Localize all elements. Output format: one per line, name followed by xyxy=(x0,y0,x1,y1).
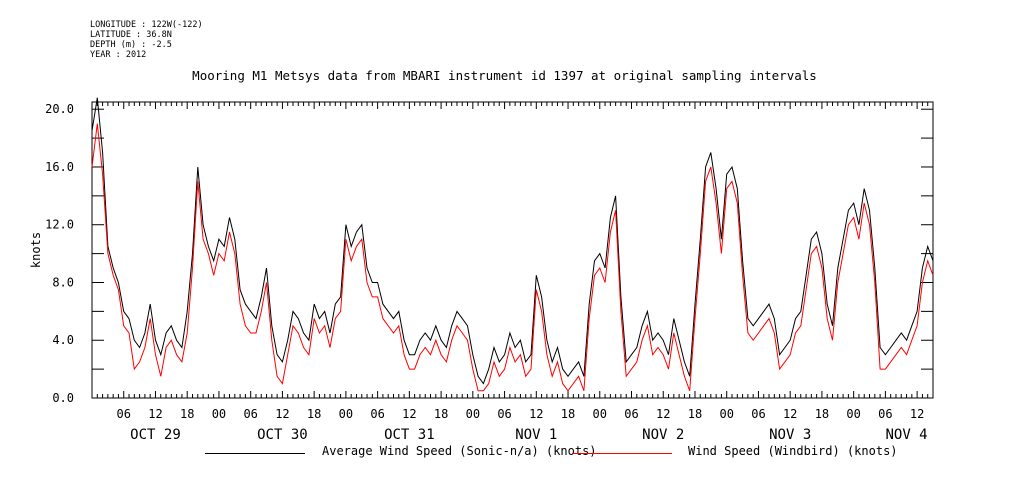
date-label: NOV 3 xyxy=(769,427,811,443)
series-line-average-wind xyxy=(91,97,934,385)
legend-label-windbird: Wind Speed (Windbird) (knots) xyxy=(688,444,898,458)
x-tick-label: 18 xyxy=(307,407,321,421)
depth-label: DEPTH (m) : -2.5 xyxy=(90,40,172,50)
x-tick-label: 12 xyxy=(910,407,924,421)
date-label: OCT 29 xyxy=(130,427,181,443)
date-label: OCT 30 xyxy=(257,427,308,443)
latitude-label: LATITUDE : 36.8N xyxy=(90,30,172,40)
x-tick-label: 18 xyxy=(561,407,575,421)
x-tick-label: 12 xyxy=(656,407,670,421)
y-tick-label: 4.0 xyxy=(52,333,74,347)
x-tick-label: 12 xyxy=(275,407,289,421)
x-tick-label: 00 xyxy=(719,407,733,421)
x-tick-label: 00 xyxy=(593,407,607,421)
x-tick-label: 18 xyxy=(434,407,448,421)
plot-frame xyxy=(91,101,934,399)
x-tick-label: 12 xyxy=(783,407,797,421)
x-tick-label: 00 xyxy=(846,407,860,421)
year-label: YEAR : 2012 xyxy=(90,50,147,60)
y-tick-label: 0.0 xyxy=(52,391,74,405)
y-tick-label: 20.0 xyxy=(45,102,74,116)
date-label: NOV 1 xyxy=(515,427,557,443)
x-tick-label: 12 xyxy=(148,407,162,421)
x-tick-label: 18 xyxy=(180,407,194,421)
x-tick-label: 06 xyxy=(117,407,131,421)
date-label: OCT 31 xyxy=(384,427,435,443)
x-tick-label: 18 xyxy=(815,407,829,421)
x-tick-label: 06 xyxy=(878,407,892,421)
x-tick-label: 18 xyxy=(688,407,702,421)
x-tick-label: 06 xyxy=(497,407,511,421)
y-tick-label: 16.0 xyxy=(45,160,74,174)
x-tick-label: 00 xyxy=(466,407,480,421)
date-label: NOV 4 xyxy=(885,427,927,443)
date-label: NOV 2 xyxy=(642,427,684,443)
y-tick-label: 8.0 xyxy=(52,275,74,289)
x-tick-label: 00 xyxy=(339,407,353,421)
x-tick-label: 06 xyxy=(751,407,765,421)
x-tick-label: 06 xyxy=(370,407,384,421)
chart-title: Mooring M1 Metsys data from MBARI instru… xyxy=(192,68,817,83)
longitude-label: LONGITUDE : 122W(-122) xyxy=(90,20,203,30)
legend-line-average xyxy=(205,453,305,454)
series-line-windbird xyxy=(91,123,934,392)
legend-label-average: Average Wind Speed (Sonic-n/a) (knots) xyxy=(322,444,597,458)
y-tick-label: 12.0 xyxy=(45,218,74,232)
x-tick-label: 00 xyxy=(212,407,226,421)
x-tick-label: 12 xyxy=(402,407,416,421)
x-tick-label: 06 xyxy=(624,407,638,421)
metadata-block: LONGITUDE : 122W(-122) LATITUDE : 36.8N … xyxy=(90,20,203,60)
legend-line-windbird xyxy=(572,453,672,454)
x-tick-label: 06 xyxy=(243,407,257,421)
y-axis-label: knots xyxy=(29,232,43,268)
x-tick-label: 12 xyxy=(529,407,543,421)
